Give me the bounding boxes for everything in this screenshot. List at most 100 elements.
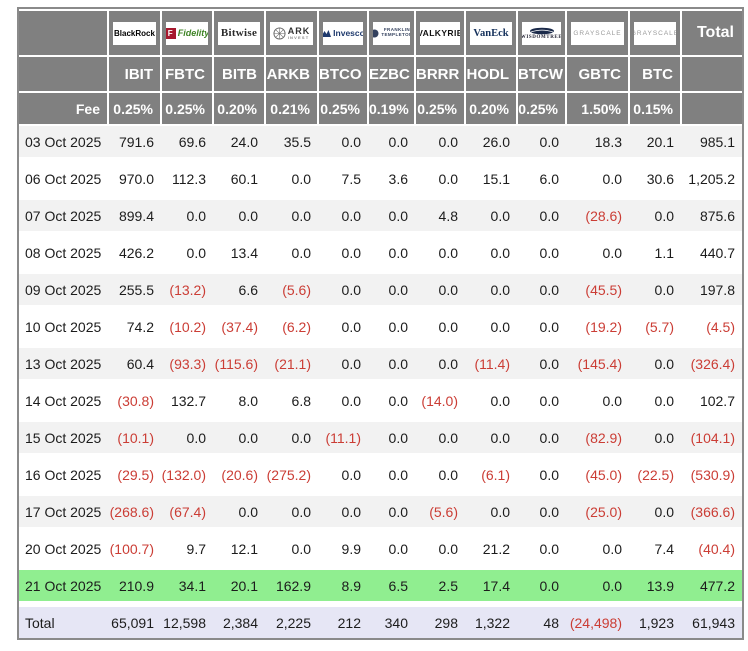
value-cell-btcw: 0.0 [517,456,566,496]
value-cell-hodl: (6.1) [465,456,517,496]
value-cell-btc: 7.4 [629,530,681,570]
value-cell-bitb: 0.0 [213,197,265,237]
value-cell-brrr: 0.0 [415,345,465,385]
franklin-bust-icon [373,29,379,37]
provider-header-hodl: VanEck [464,9,518,57]
ticker-total-cell [680,55,742,93]
fee-bitb: 0.20% [212,91,266,126]
date-cell: 20 Oct 2025 [19,530,108,570]
value-cell-ezbc: 0.0 [368,456,415,496]
provider-header-bitb: Bitwise [212,9,266,57]
flow-row: 07 Oct 2025 899.4 0.0 0.0 0.0 0.0 0.0 4.8 0.0 0.0… [19,197,742,237]
value-cell-ezbc: 6.5 [368,567,415,607]
fee-btc: 0.15% [628,91,682,126]
fee-row: Fee 0.25% 0.25% 0.20% 0.21% 0.25% 0.19% 0.25% 0… [19,91,742,126]
value-cell-hodl: 0.0 [465,308,517,348]
row-total-cell: (530.9) [681,456,742,496]
grand-total-brrr: 298 [415,604,465,638]
value-cell-arkb: 6.8 [265,382,318,422]
fee-hodl: 0.20% [464,91,518,126]
value-cell-fbtc: 112.3 [161,160,213,200]
ticker-fbtc: FBTC [160,55,214,93]
grayscale-logo: GRAYSCALE [634,21,676,45]
flow-row: 06 Oct 2025 970.0 112.3 60.1 0.0 7.5 3.6 0.0 15.… [19,160,742,200]
value-cell-fbtc: 0.0 [161,197,213,237]
ticker-ezbc: EZBC [367,55,416,93]
row-total-cell: (326.4) [681,345,742,385]
value-cell-gbtc: 18.3 [566,125,629,163]
value-cell-btc: 0.0 [629,382,681,422]
value-cell-btc: 0.0 [629,345,681,385]
value-cell-hodl: (11.4) [465,345,517,385]
grand-total-hodl: 1,322 [465,604,517,638]
fee-ezbc: 0.19% [367,91,416,126]
value-cell-gbtc: (82.9) [566,419,629,459]
ticker-btc: BTC [628,55,682,93]
value-cell-ibit: (268.6) [108,493,161,533]
value-cell-brrr: (5.6) [415,493,465,533]
flow-row: 16 Oct 2025 (29.5) (132.0) (20.6) (275.2) 0.0… [19,456,742,496]
value-cell-arkb: 35.5 [265,125,318,163]
value-cell-btc: 0.0 [629,493,681,533]
value-cell-bitb: 8.0 [213,382,265,422]
value-cell-btco: 0.0 [318,345,368,385]
value-cell-ezbc: 0.0 [368,345,415,385]
date-cell: 07 Oct 2025 [19,197,108,237]
row-total-cell: (366.6) [681,493,742,533]
value-cell-gbtc: 0.0 [566,382,629,422]
value-cell-gbtc: 0.0 [566,567,629,607]
value-cell-fbtc: (10.2) [161,308,213,348]
value-cell-ezbc: 3.6 [368,160,415,200]
value-cell-fbtc: 69.6 [161,125,213,163]
fee-btco: 0.25% [317,91,369,126]
value-cell-brrr: (14.0) [415,382,465,422]
flow-row: 10 Oct 2025 74.2 (10.2) (37.4) (6.2) 0.0 0.0 0.… [19,308,742,348]
value-cell-btco: 0.0 [318,493,368,533]
value-cell-bitb: 0.0 [213,419,265,459]
value-cell-btco: 9.9 [318,530,368,570]
value-cell-arkb: (21.1) [265,345,318,385]
invesco-logo: Invesco [323,21,363,45]
value-cell-ezbc: 0.0 [368,419,415,459]
value-cell-bitb: 24.0 [213,125,265,163]
provider-header-btco: Invesco [317,9,369,57]
flow-row: 14 Oct 2025 (30.8) 132.7 8.0 6.8 0.0 0.0 (14.0)… [19,382,742,422]
value-cell-ezbc: 0.0 [368,308,415,348]
value-cell-btc: 0.0 [629,419,681,459]
ticker-row: IBIT FBTC BITB ARKB BTCO EZBC BRRR HODL BTCW GBTC… [19,55,742,93]
row-total-cell: 197.8 [681,271,742,311]
value-cell-arkb: 0.0 [265,419,318,459]
grand-total-arkb: 2,225 [265,604,318,638]
value-cell-ibit: (29.5) [108,456,161,496]
row-total-cell: 985.1 [681,125,742,163]
value-cell-bitb: 13.4 [213,234,265,274]
value-cell-btco: 0.0 [318,197,368,237]
row-total-cell: 477.2 [681,567,742,607]
value-cell-btcw: 0.0 [517,234,566,274]
value-cell-ezbc: 0.0 [368,125,415,163]
flow-row: 15 Oct 2025 (10.1) 0.0 0.0 0.0 (11.1) 0.0 0.0 0.… [19,419,742,459]
value-cell-btcw: 0.0 [517,308,566,348]
value-cell-btcw: 0.0 [517,125,566,163]
row-total-cell: 1,205.2 [681,160,742,200]
date-cell: 21 Oct 2025 [19,567,108,607]
grayscale-logo: GRAYSCALE [571,21,624,45]
row-total-cell: 875.6 [681,197,742,237]
date-cell: 03 Oct 2025 [19,125,108,163]
value-cell-bitb: (37.4) [213,308,265,348]
value-cell-btco: 0.0 [318,308,368,348]
value-cell-arkb: (5.6) [265,271,318,311]
value-cell-hodl: 0.0 [465,382,517,422]
value-cell-btco: 0.0 [318,271,368,311]
value-cell-bitb: 12.1 [213,530,265,570]
value-cell-fbtc: 0.0 [161,234,213,274]
value-cell-ibit: (10.1) [108,419,161,459]
value-cell-fbtc: 0.0 [161,419,213,459]
value-cell-brrr: 2.5 [415,567,465,607]
value-cell-brrr: 0.0 [415,308,465,348]
date-cell: 06 Oct 2025 [19,160,108,200]
grand-total-ezbc: 340 [368,604,415,638]
fee-gbtc: 1.50% [565,91,630,126]
value-cell-ibit: 60.4 [108,345,161,385]
value-cell-bitb: 0.0 [213,493,265,533]
